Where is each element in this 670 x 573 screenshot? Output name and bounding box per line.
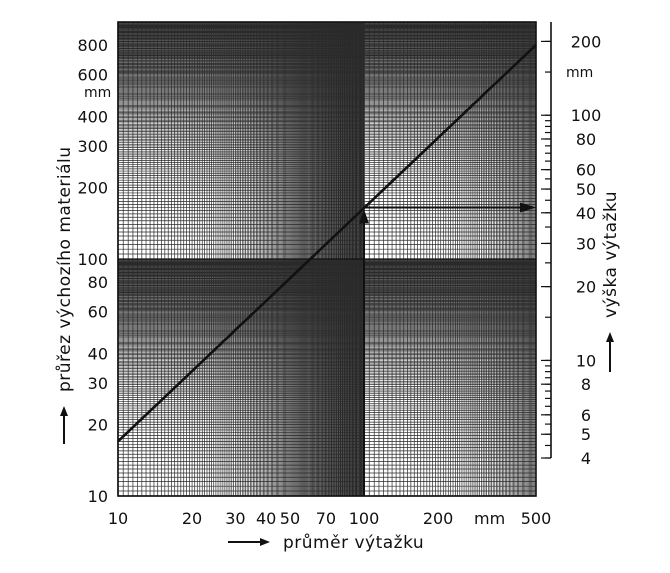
y2-axis-title: výška výtažku: [601, 191, 621, 318]
y2-tick-label: 20: [576, 278, 596, 297]
y2-tick-label: 200: [571, 32, 602, 51]
x-axis-title-group: průměr výtažku: [228, 533, 424, 553]
y2-axis-arrow-head: [606, 332, 614, 342]
x-tick-label: 100: [349, 509, 380, 528]
y-tick-label: 80: [88, 273, 108, 292]
y2-tick-label: 30: [576, 234, 596, 253]
y-tick-label: 10: [88, 487, 108, 506]
y-tick-label: 20: [88, 416, 108, 435]
y-tick-label: 40: [88, 344, 108, 363]
y2-tick-label: 80: [576, 130, 596, 149]
y-tick-label: 400: [77, 107, 108, 126]
x-axis-tick-labels: 10 20 30 40 50 70 100 200 500: [108, 509, 551, 528]
example-arrows: [359, 202, 536, 496]
y2-tick-label: 40: [576, 204, 596, 223]
series: [117, 44, 537, 443]
y2-axis-title-group: výška výtažku: [601, 191, 621, 372]
y-axis-title-group: průřez výchozího materiálu: [55, 146, 75, 444]
series-line: [117, 44, 537, 443]
plot-frame: [117, 21, 537, 497]
x-tick-label: 500: [521, 509, 552, 528]
example-vertical-arrowhead: [359, 209, 370, 224]
x-tick-label: 30: [225, 509, 245, 528]
y-tick-label: 600: [77, 66, 108, 85]
y2-tick-label: 60: [576, 161, 596, 180]
x-axis-arrow-head: [260, 538, 270, 546]
y2-tick-label: 4: [581, 449, 591, 468]
example-horizontal-arrowhead: [520, 202, 536, 213]
y2-tick-label: 10: [576, 351, 596, 370]
x-tick-label: 70: [316, 509, 336, 528]
x-axis-title: průměr výtažku: [283, 533, 424, 553]
y2-tick-label: 8: [581, 375, 591, 394]
y-axis-title: průřez výchozího materiálu: [55, 146, 75, 392]
y2-tick-label: 5: [581, 425, 591, 444]
x-tick-label: 200: [423, 509, 454, 528]
x-tick-label: 40: [256, 509, 276, 528]
y-tick-label: 60: [88, 303, 108, 322]
x-tick-label: 50: [280, 509, 300, 528]
y-tick-label: 800: [77, 36, 108, 55]
y2-unit-label: mm: [566, 65, 593, 81]
x-unit-label: mm: [474, 509, 505, 528]
y-axis-arrow-head: [60, 406, 68, 416]
y-tick-label: 100: [77, 250, 108, 269]
y-unit-label: mm: [84, 85, 111, 101]
y-tick-label: 200: [77, 179, 108, 198]
y-axis-tick-labels: 10 20 30 40 60 80 100 200 300 400 600 800: [77, 36, 108, 506]
x-tick-label: 10: [108, 509, 128, 528]
y-tick-label: 30: [88, 374, 108, 393]
grid: [117, 22, 537, 497]
x-tick-label: 20: [182, 509, 202, 528]
y2-tick-label: 100: [571, 106, 602, 125]
y2-tick-label: 6: [581, 406, 591, 425]
y-tick-label: 300: [77, 137, 108, 156]
right-axis-ticks: [545, 40, 551, 459]
y2-tick-label: 50: [576, 180, 596, 199]
